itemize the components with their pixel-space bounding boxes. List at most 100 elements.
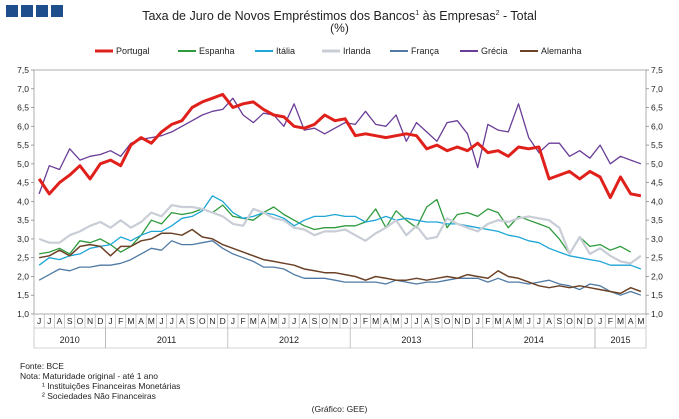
- x-month-label: N: [332, 316, 338, 326]
- x-month-label: J: [37, 316, 41, 326]
- y-tick-label-right: 1,5: [651, 290, 663, 300]
- y-tick-label-right: 2,0: [651, 271, 663, 281]
- x-month-label: F: [118, 316, 123, 326]
- x-month-label: O: [321, 316, 328, 326]
- y-tick-label-right: 6,5: [651, 103, 663, 113]
- y-tick-label-right: 5,5: [651, 140, 663, 150]
- x-month-label: F: [363, 316, 368, 326]
- x-month-label: A: [261, 316, 267, 326]
- x-month-label: O: [77, 316, 84, 326]
- x-month-label: S: [312, 316, 318, 326]
- source-note: Fonte: BCE: [20, 361, 64, 371]
- x-month-label: J: [282, 316, 286, 326]
- x-month-label: J: [527, 316, 531, 326]
- y-tick-label-right: 5,0: [651, 159, 663, 169]
- x-month-label: J: [537, 316, 541, 326]
- x-year-label: 2010: [60, 335, 80, 345]
- x-month-label: J: [170, 316, 174, 326]
- x-month-label: J: [598, 316, 602, 326]
- chart-notes: Fonte: BCE Nota: Maturidade original - a…: [20, 361, 180, 401]
- x-month-label: A: [57, 316, 63, 326]
- x-month-label: M: [515, 316, 522, 326]
- y-tick-label: 6,5: [17, 103, 29, 113]
- y-tick-label-right: 2,5: [651, 253, 663, 263]
- y-tick-label: 7,0: [17, 84, 29, 94]
- x-month-label: J: [47, 316, 51, 326]
- x-month-label: A: [546, 316, 552, 326]
- title-part: às Empresas: [419, 9, 496, 24]
- x-month-label: M: [617, 316, 624, 326]
- x-month-label: A: [628, 316, 634, 326]
- x-month-label: A: [505, 316, 511, 326]
- x-month-label: J: [414, 316, 418, 326]
- x-year-label: 2012: [279, 335, 299, 345]
- x-month-label: N: [454, 316, 460, 326]
- y-tick-label: 5,5: [17, 140, 29, 150]
- series-line-itália: [38, 195, 642, 270]
- x-year-label: 2014: [524, 335, 544, 345]
- y-tick-label-right: 4,5: [651, 178, 663, 188]
- x-month-label: J: [476, 316, 480, 326]
- x-month-label: N: [209, 316, 215, 326]
- x-month-label: F: [240, 316, 245, 326]
- legend-label: França: [411, 46, 439, 56]
- x-month-label: M: [495, 316, 502, 326]
- x-month-label: J: [159, 316, 163, 326]
- x-month-label: D: [587, 316, 593, 326]
- footnote-1: ¹ Instituições Financeiras Monetárias: [42, 381, 181, 391]
- logo-square: [36, 5, 48, 17]
- title-part: Taxa de Juro de Novos Empréstimos dos Ba…: [142, 9, 416, 24]
- y-tick-label: 4,0: [17, 196, 29, 206]
- logo-square: [21, 5, 33, 17]
- x-month-label: A: [179, 316, 185, 326]
- plot-frame: [33, 69, 647, 315]
- series-line-irlanda: [38, 204, 642, 265]
- x-month-label: A: [383, 316, 389, 326]
- x-month-label: S: [67, 316, 73, 326]
- x-month-label: O: [566, 316, 573, 326]
- x-month-label: M: [127, 316, 134, 326]
- x-month-label: S: [434, 316, 440, 326]
- x-month-label: F: [485, 316, 490, 326]
- series-line-portugal: [37, 92, 642, 200]
- x-month-label: D: [342, 316, 348, 326]
- x-month-label: F: [608, 316, 613, 326]
- y-tick-label: 3,5: [17, 215, 29, 225]
- x-month-label: M: [148, 316, 155, 326]
- x-year-label: 2011: [157, 335, 176, 345]
- y-tick-label-right: 3,0: [651, 234, 663, 244]
- y-tick-label-right: 7,0: [651, 84, 663, 94]
- logo-square: [51, 5, 63, 17]
- x-month-label: D: [97, 316, 103, 326]
- legend-label: Espanha: [199, 46, 235, 56]
- y-tick-label: 3,0: [17, 234, 29, 244]
- legend-label: Grécia: [481, 46, 508, 56]
- legend-label: Portugal: [116, 46, 150, 56]
- x-month-label: M: [250, 316, 257, 326]
- series-line-frança: [38, 240, 642, 296]
- x-month-label: S: [556, 316, 562, 326]
- x-month-label: J: [404, 316, 408, 326]
- x-month-label: D: [464, 316, 470, 326]
- y-tick-label-right: 7,5: [651, 65, 663, 75]
- x-month-label: A: [424, 316, 430, 326]
- graph-credit: (Gráfico: GEE): [311, 404, 368, 414]
- footnote-2: ² Sociedades Não Financeiras: [42, 391, 156, 401]
- y-tick-label-right: 1,0: [651, 309, 663, 319]
- y-tick-label-right: 3,5: [651, 215, 663, 225]
- y-tick-label-right: 6,0: [651, 121, 663, 131]
- gee-logo: [6, 5, 63, 17]
- x-month-label: N: [577, 316, 583, 326]
- y-tick-label: 4,5: [17, 178, 29, 188]
- title-footnote-2: 2: [495, 10, 500, 17]
- chart-title: Taxa de Juro de Novos Empréstimos dos Ba…: [0, 6, 679, 24]
- x-month-label: O: [444, 316, 451, 326]
- x-month-label: S: [189, 316, 195, 326]
- x-month-label: A: [138, 316, 144, 326]
- y-tick-label: 6,0: [17, 121, 29, 131]
- x-year-label: 2013: [401, 335, 421, 345]
- title-part: - Total: [499, 9, 537, 24]
- y-tick-label-right: 4,0: [651, 196, 663, 206]
- x-month-label: J: [353, 316, 357, 326]
